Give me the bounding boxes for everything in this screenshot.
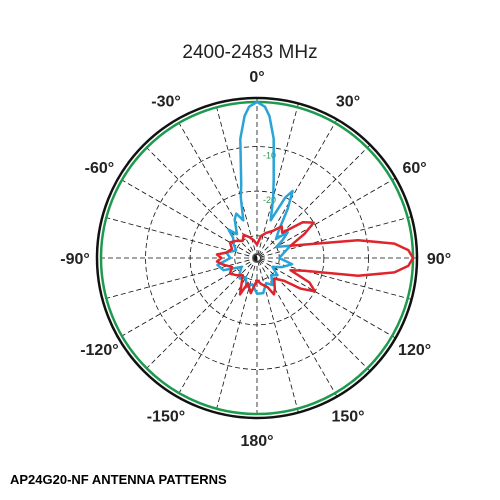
angle-label: 90° bbox=[427, 251, 451, 268]
chart-caption: AP24G20-NF ANTENNA PATTERNS bbox=[10, 472, 227, 487]
series-line-blue bbox=[216, 100, 294, 295]
outer-ring bbox=[95, 96, 419, 420]
ring-label: -20 bbox=[263, 195, 276, 205]
series-layer bbox=[215, 100, 415, 296]
polar-grid: -10 -20 bbox=[95, 96, 419, 420]
grid-ring bbox=[145, 146, 369, 370]
series-line-red bbox=[215, 221, 415, 296]
angle-label: -150° bbox=[147, 409, 185, 426]
angle-label: 0° bbox=[249, 69, 264, 86]
angle-labels: 0° 30° 60° 90° 120° 150° 180° -150° -120° -90° -60… bbox=[60, 69, 451, 450]
chart-title: 2400-2483 MHz bbox=[182, 42, 317, 63]
angle-label: -90° bbox=[60, 251, 90, 268]
angle-label: 30° bbox=[336, 93, 360, 110]
ring-label: -10 bbox=[263, 151, 276, 161]
angle-label: 180° bbox=[240, 433, 273, 450]
grid-ring bbox=[189, 190, 325, 326]
angle-label: -60° bbox=[85, 160, 115, 177]
angle-label: 150° bbox=[331, 409, 364, 426]
angle-label: 60° bbox=[402, 160, 426, 177]
angle-label: 120° bbox=[398, 342, 431, 359]
angle-label: -30° bbox=[151, 93, 181, 110]
angle-label: -120° bbox=[80, 342, 118, 359]
grid-spoke bbox=[215, 103, 299, 413]
